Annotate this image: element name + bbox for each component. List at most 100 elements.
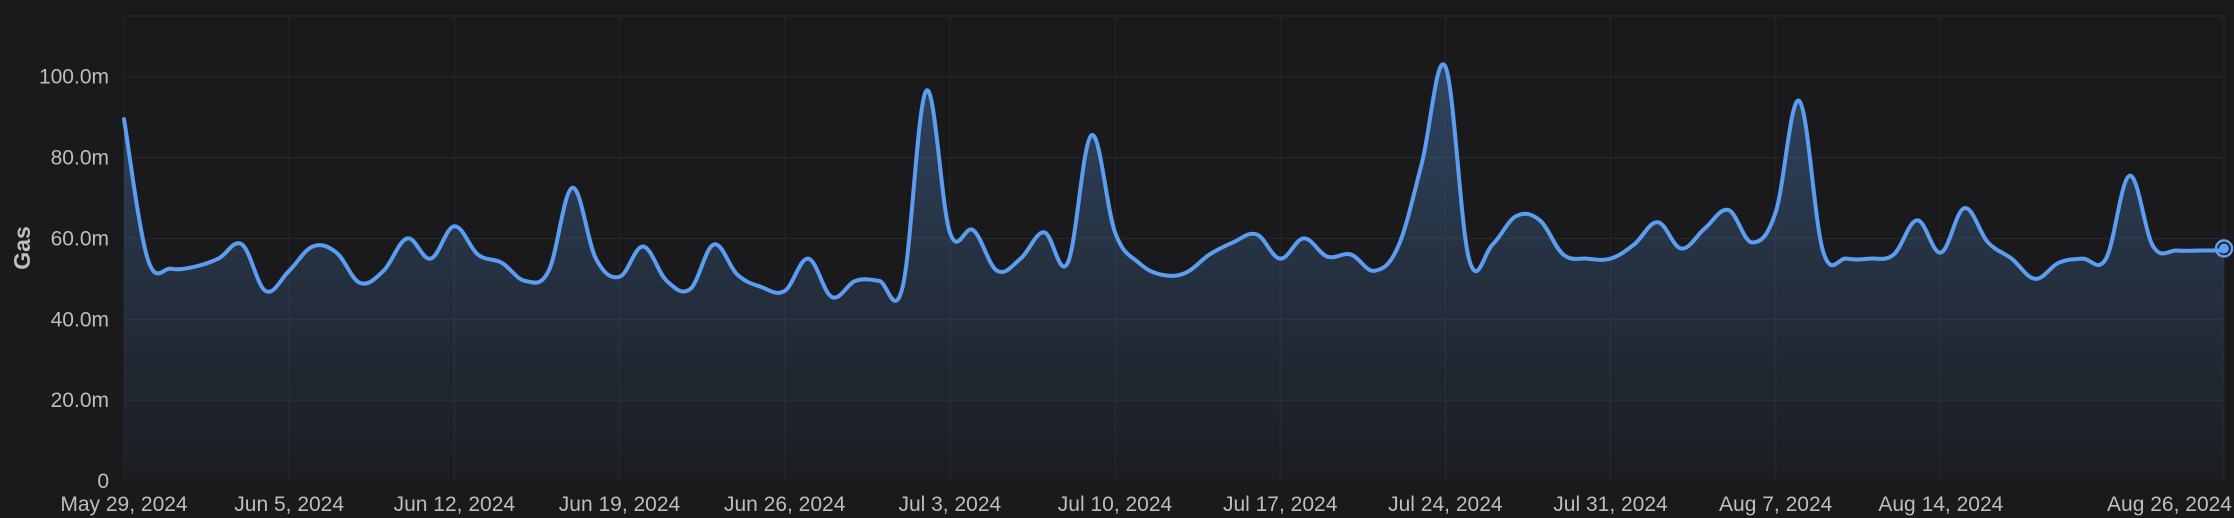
data-point-2024-06-16 bbox=[547, 269, 551, 273]
x-axis-ticks: May 29, 2024 Jun 5, 2024 Jun 12, 2024 Jun 1… bbox=[60, 493, 2232, 516]
x-tick-label: Jun 5, 2024 bbox=[234, 493, 344, 516]
series-area bbox=[124, 64, 2224, 482]
data-point-2024-06-18 bbox=[594, 257, 598, 261]
data-point-2024-08-18 bbox=[2033, 277, 2037, 281]
data-point-2024-06-15 bbox=[523, 279, 527, 283]
y-tick-label: 0 bbox=[97, 470, 109, 493]
data-point-2024-08-04 bbox=[1703, 226, 1707, 230]
y-tick-label: 20.0m bbox=[51, 389, 109, 412]
x-tick-label: Jun 26, 2024 bbox=[724, 493, 846, 516]
data-point-2024-07-16 bbox=[1255, 232, 1259, 236]
data-point-2024-08-21 bbox=[2104, 257, 2108, 261]
data-point-2024-06-03 bbox=[240, 242, 244, 246]
data-point-2024-07-15 bbox=[1231, 240, 1235, 244]
data-point-2024-06-28 bbox=[830, 295, 834, 299]
data-point-2024-07-18 bbox=[1302, 236, 1306, 240]
data-point-2024-07-31 bbox=[1609, 257, 1613, 261]
y-tick-label: 60.0m bbox=[51, 227, 109, 250]
data-point-2024-06-13 bbox=[476, 253, 480, 257]
x-tick-label: Jul 10, 2024 bbox=[1058, 493, 1173, 516]
data-point-2024-06-10 bbox=[405, 236, 409, 240]
x-tick-label: Jul 31, 2024 bbox=[1553, 493, 1668, 516]
data-point-2024-06-27 bbox=[806, 257, 810, 261]
data-point-2024-07-26 bbox=[1491, 242, 1495, 246]
data-point-2024-07-29 bbox=[1561, 253, 1565, 257]
data-point-2024-05-31 bbox=[169, 267, 173, 271]
data-point-2024-07-22 bbox=[1396, 244, 1400, 248]
data-point-2024-08-06 bbox=[1750, 240, 1754, 244]
data-point-2024-06-17 bbox=[570, 186, 574, 190]
data-point-2024-06-06 bbox=[311, 244, 315, 248]
y-axis-ticks: 0 20.0m 40.0m 60.0m 80.0m 100.0m bbox=[39, 66, 109, 493]
data-point-2024-08-02 bbox=[1656, 220, 1660, 224]
x-tick-label: Jul 3, 2024 bbox=[898, 493, 1001, 516]
data-point-2024-08-22 bbox=[2128, 174, 2132, 178]
data-point-2024-07-28 bbox=[1538, 218, 1542, 222]
data-point-2024-07-03 bbox=[948, 230, 952, 234]
data-point-2024-06-25 bbox=[759, 285, 763, 289]
x-tick-label: Jul 24, 2024 bbox=[1388, 493, 1503, 516]
data-point-2024-07-02 bbox=[924, 89, 928, 93]
x-tick-label: Jun 12, 2024 bbox=[394, 493, 516, 516]
data-point-2024-08-12 bbox=[1892, 253, 1896, 257]
x-tick-label: Jul 17, 2024 bbox=[1223, 493, 1338, 516]
data-point-2024-08-20 bbox=[2080, 257, 2084, 261]
data-point-2024-07-08 bbox=[1066, 261, 1070, 265]
data-point-2024-07-14 bbox=[1207, 253, 1211, 257]
data-point-2024-07-07 bbox=[1042, 230, 1046, 234]
data-point-2024-08-09 bbox=[1821, 249, 1825, 253]
data-point-2024-06-30 bbox=[877, 279, 881, 283]
data-point-2024-06-20 bbox=[641, 244, 645, 248]
data-point-2024-06-24 bbox=[735, 273, 739, 277]
data-point-2024-05-30 bbox=[146, 257, 150, 261]
data-point-2024-08-01 bbox=[1632, 242, 1636, 246]
data-point-2024-07-12 bbox=[1160, 273, 1164, 277]
data-point-2024-07-01 bbox=[901, 285, 905, 289]
data-point-2024-08-14 bbox=[1939, 251, 1943, 255]
last-point-marker-ring[interactable] bbox=[2214, 239, 2234, 258]
y-tick-label: 40.0m bbox=[51, 308, 109, 331]
data-point-2024-07-10 bbox=[1113, 230, 1117, 234]
data-point-2024-07-13 bbox=[1184, 271, 1188, 275]
x-tick-label: Aug 14, 2024 bbox=[1878, 493, 2003, 516]
data-point-2024-07-11 bbox=[1137, 261, 1141, 265]
data-point-2024-06-11 bbox=[429, 257, 433, 261]
data-point-2024-06-19 bbox=[618, 275, 622, 279]
x-tick-label: May 29, 2024 bbox=[60, 493, 188, 516]
data-point-2024-07-05 bbox=[995, 269, 999, 273]
data-point-2024-07-21 bbox=[1373, 269, 1377, 273]
data-point-2024-08-13 bbox=[1915, 218, 1919, 222]
data-point-2024-07-17 bbox=[1278, 257, 1282, 261]
data-point-2024-08-24 bbox=[2175, 249, 2179, 253]
data-point-2024-07-27 bbox=[1514, 214, 1518, 218]
data-point-2024-07-25 bbox=[1467, 257, 1471, 261]
x-tick-label: Jun 19, 2024 bbox=[559, 493, 681, 516]
data-point-2024-07-23 bbox=[1420, 162, 1424, 166]
data-point-2024-06-04 bbox=[264, 289, 268, 293]
data-point-2024-06-14 bbox=[500, 261, 504, 265]
data-point-2024-07-19 bbox=[1325, 255, 1329, 259]
x-tick-label: Aug 26, 2024 bbox=[2107, 493, 2232, 516]
data-point-2024-08-08 bbox=[1797, 99, 1801, 103]
data-point-2024-05-29 bbox=[122, 117, 126, 121]
data-point-2024-07-09 bbox=[1089, 133, 1093, 137]
x-tick-label: Aug 7, 2024 bbox=[1719, 493, 1833, 516]
data-point-2024-06-12 bbox=[452, 224, 456, 228]
data-point-2024-08-25 bbox=[2198, 249, 2202, 253]
data-point-2024-07-24 bbox=[1443, 65, 1447, 69]
data-point-2024-06-29 bbox=[853, 279, 857, 283]
data-point-2024-08-17 bbox=[2010, 257, 2014, 261]
data-point-2024-06-21 bbox=[665, 279, 669, 283]
data-point-2024-06-23 bbox=[712, 242, 716, 246]
y-tick-label: 100.0m bbox=[39, 66, 109, 89]
data-point-2024-06-05 bbox=[287, 269, 291, 273]
data-point-2024-06-09 bbox=[382, 269, 386, 273]
data-point-2024-06-08 bbox=[358, 281, 362, 285]
series-line bbox=[122, 62, 2226, 303]
data-point-2024-07-30 bbox=[1585, 257, 1589, 261]
data-point-2024-08-03 bbox=[1679, 247, 1683, 251]
data-point-2024-08-15 bbox=[1962, 206, 1966, 210]
last-point-marker[interactable] bbox=[2219, 243, 2229, 254]
data-point-2024-07-20 bbox=[1349, 253, 1353, 257]
data-point-2024-06-01 bbox=[193, 265, 197, 269]
